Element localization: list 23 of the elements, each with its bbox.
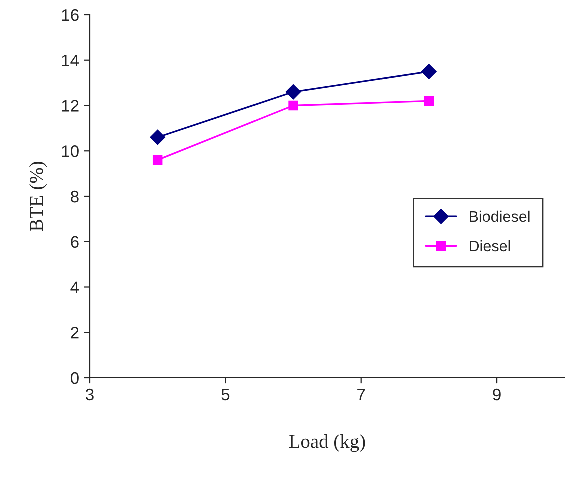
y-tick-label: 0 [70, 372, 79, 384]
y-tick-label: 10 [62, 146, 79, 158]
point [422, 64, 437, 80]
y-tick-label: 6 [71, 236, 79, 248]
point [288, 100, 298, 111]
y-tick-label: 14 [62, 54, 80, 66]
y-tick-label: 2 [71, 327, 79, 339]
point [152, 155, 163, 166]
y-tick-label: 16 [62, 9, 79, 22]
legend-label: Biodiesel [470, 210, 530, 222]
legend-label: Diesel [470, 240, 510, 252]
point [424, 96, 434, 106]
x-tick-label: 7 [358, 389, 366, 400]
point [150, 130, 166, 146]
point [286, 84, 302, 100]
y-tick-label: 8 [71, 190, 79, 203]
x-tick-label: 9 [493, 388, 501, 401]
x-tick-label: 3 [86, 388, 94, 401]
x-tick-label: 5 [222, 389, 230, 401]
y-tick-label: 12 [62, 100, 79, 112]
y-axis-title: BTE (%) [30, 162, 48, 232]
x-axis-title: Load (kg) [289, 434, 366, 452]
y-tick-label: 4 [70, 282, 80, 294]
